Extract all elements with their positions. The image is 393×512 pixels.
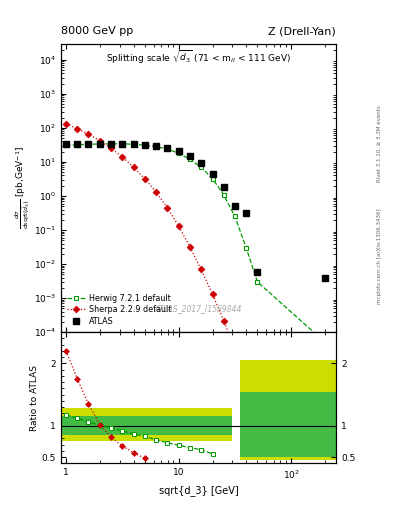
Herwig 7.2.1 default [165,146,170,152]
Line: Sherpa 2.2.9 default: Sherpa 2.2.9 default [64,121,260,413]
Herwig 7.2.1 default [86,141,91,147]
ATLAS [221,184,226,190]
Text: ATLAS_2017_I1589844: ATLAS_2017_I1589844 [155,305,242,313]
Line: Herwig 7.2.1 default: Herwig 7.2.1 default [64,141,327,345]
Sherpa 2.2.9 default [120,154,125,160]
ATLAS [244,210,248,216]
Herwig 7.2.1 default [131,141,136,147]
Sherpa 2.2.9 default [97,138,102,144]
Herwig 7.2.1 default [120,141,125,147]
Text: Splitting scale $\sqrt{d_3}$ (71 < m$_{ll}$ < 111 GeV): Splitting scale $\sqrt{d_3}$ (71 < m$_{l… [106,49,291,67]
Herwig 7.2.1 default [75,142,80,148]
Sherpa 2.2.9 default [143,176,147,182]
Sherpa 2.2.9 default [75,125,80,132]
Text: mcplots.cern.ch [arXiv:1306.3436]: mcplots.cern.ch [arXiv:1306.3436] [377,208,382,304]
Text: 8000 GeV pp: 8000 GeV pp [61,26,133,36]
ATLAS [86,141,91,147]
Sherpa 2.2.9 default [244,377,248,383]
ATLAS [176,148,181,154]
Text: Z (Drell-Yan): Z (Drell-Yan) [268,26,336,36]
Text: Rivet 3.1.10, ≥ 3.3M events: Rivet 3.1.10, ≥ 3.3M events [377,105,382,182]
Herwig 7.2.1 default [255,279,260,285]
Herwig 7.2.1 default [154,144,158,150]
Herwig 7.2.1 default [143,142,147,148]
Herwig 7.2.1 default [176,150,181,156]
Herwig 7.2.1 default [210,176,215,182]
Herwig 7.2.1 default [198,164,203,170]
ATLAS [233,203,237,209]
X-axis label: sqrt{d_3} [GeV]: sqrt{d_3} [GeV] [159,485,238,496]
Sherpa 2.2.9 default [64,121,68,127]
Herwig 7.2.1 default [244,245,248,251]
Y-axis label: Ratio to ATLAS: Ratio to ATLAS [30,365,39,431]
Sherpa 2.2.9 default [221,317,226,324]
Sherpa 2.2.9 default [210,291,215,297]
Sherpa 2.2.9 default [255,408,260,414]
ATLAS [64,141,68,147]
Y-axis label: $\frac{d\sigma}{d\mathrm{sqrt}(\bar{d}_3)}$ [pb,GeV$^{-1}$]: $\frac{d\sigma}{d\mathrm{sqrt}(\bar{d}_3… [14,146,32,229]
ATLAS [210,170,215,177]
Herwig 7.2.1 default [233,214,237,220]
Herwig 7.2.1 default [64,142,68,148]
ATLAS [109,141,114,147]
ATLAS [187,153,192,159]
Sherpa 2.2.9 default [187,244,192,250]
Herwig 7.2.1 default [97,141,102,147]
ATLAS [154,143,158,149]
ATLAS [198,160,203,166]
ATLAS [120,141,125,147]
Sherpa 2.2.9 default [176,223,181,229]
ATLAS [97,141,102,147]
Sherpa 2.2.9 default [109,145,114,152]
Sherpa 2.2.9 default [86,131,91,137]
Sherpa 2.2.9 default [233,347,237,353]
Legend: Herwig 7.2.1 default, Sherpa 2.2.9 default, ATLAS: Herwig 7.2.1 default, Sherpa 2.2.9 defau… [65,291,174,328]
ATLAS [165,145,170,151]
Sherpa 2.2.9 default [154,189,158,195]
Sherpa 2.2.9 default [198,266,203,272]
ATLAS [323,274,327,281]
ATLAS [75,141,80,147]
Sherpa 2.2.9 default [165,205,170,211]
Herwig 7.2.1 default [323,339,327,346]
ATLAS [131,141,136,147]
ATLAS [255,268,260,274]
Line: ATLAS: ATLAS [63,141,328,281]
ATLAS [143,142,147,148]
Herwig 7.2.1 default [221,191,226,198]
Sherpa 2.2.9 default [131,164,136,170]
Herwig 7.2.1 default [187,156,192,162]
Herwig 7.2.1 default [109,141,114,147]
